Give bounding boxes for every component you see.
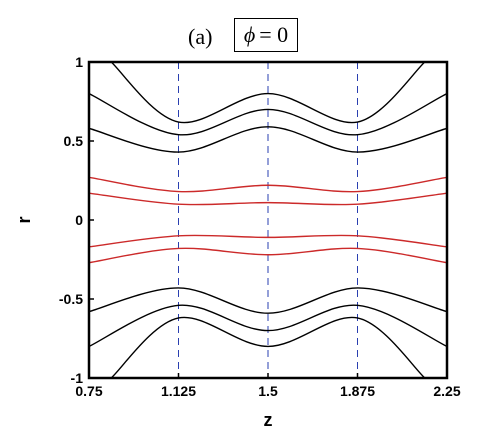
x-tick-label-3: 1.875	[340, 383, 375, 399]
condition-box: ϕ = 0	[234, 18, 298, 52]
phi-symbol: ϕ	[243, 22, 256, 47]
panel-label: (a)	[188, 24, 213, 49]
y-axis-label: r	[14, 216, 34, 223]
x-tick-label-2: 1.5	[258, 383, 278, 399]
streamline-5	[89, 234, 447, 248]
streamline-7	[89, 287, 447, 314]
streamline-0	[110, 62, 426, 124]
y-tick-label-1: -0.5	[59, 291, 83, 307]
x-tick-label-1: 1.125	[161, 383, 196, 399]
y-tick-label-3: 0.5	[64, 133, 84, 149]
streamline-2	[89, 126, 447, 153]
x-tick-label-0: 0.75	[75, 383, 102, 399]
streamline-4	[89, 192, 447, 206]
x-tick-label-4: 2.25	[433, 383, 460, 399]
x-axis-label: z	[264, 410, 273, 430]
streamline-8	[89, 304, 447, 348]
chart-title: (a) ϕ = 0	[0, 16, 480, 56]
streamline-1	[89, 92, 447, 136]
axis-ticks: 0.75 1.125 1.5 1.875 2.25 -1 -0.5 0 0.5 1	[59, 54, 461, 399]
y-tick-label-0: -1	[71, 370, 84, 386]
y-tick-label-2: 0	[75, 212, 83, 228]
streamline-9	[110, 316, 426, 378]
condition-value: = 0	[259, 22, 289, 47]
streamline-3	[89, 176, 447, 193]
streamline-6	[89, 247, 447, 264]
plot-lines	[89, 62, 447, 378]
y-tick-label-4: 1	[75, 54, 83, 70]
